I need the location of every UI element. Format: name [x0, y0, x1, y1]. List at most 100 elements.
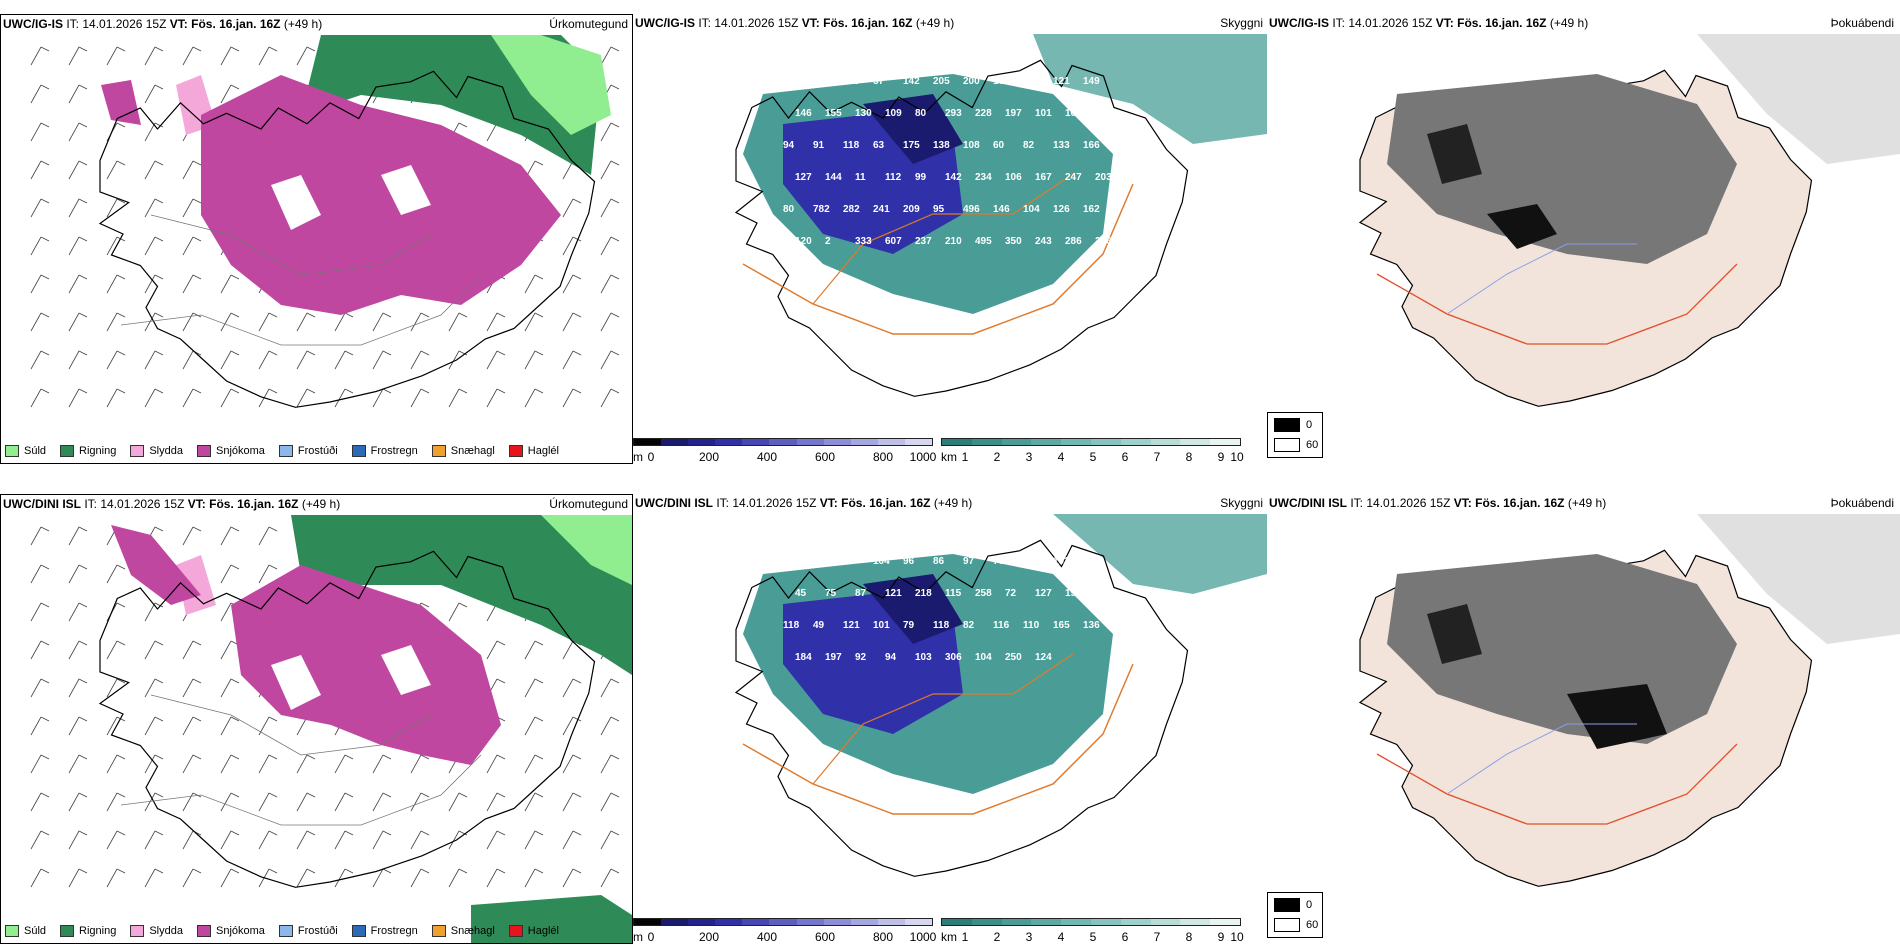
- visibility-label: 228: [975, 108, 992, 119]
- wind-barb: [372, 868, 384, 888]
- visibility-label: 108: [963, 140, 980, 151]
- visibility-label: 79: [903, 620, 915, 631]
- legend-label: Snjókoma: [215, 925, 265, 937]
- wind-barb: [372, 312, 384, 332]
- coastline: [98, 550, 596, 888]
- wind-barb: [486, 868, 498, 888]
- wind-barb-flag: [268, 754, 278, 760]
- wind-barb: [562, 640, 574, 660]
- wind-barb: [600, 388, 612, 408]
- visibility-label: 57: [873, 76, 885, 87]
- wind-barb: [182, 388, 194, 408]
- colorbar-tick: 600: [814, 450, 836, 464]
- wind-barb: [182, 526, 194, 546]
- legend-swatch: [5, 445, 19, 457]
- wind-barb-flag: [306, 46, 316, 52]
- legend-label: Snæhagl: [450, 445, 495, 457]
- fog-area-dense: [1487, 204, 1557, 249]
- wind-barb: [600, 198, 612, 218]
- wind-barb-flag: [534, 160, 544, 166]
- clear-area: [271, 175, 321, 230]
- visibility-label: 496: [963, 204, 980, 215]
- visibility-label: 133: [1053, 140, 1070, 151]
- river: [1446, 243, 1637, 315]
- wind-barb: [448, 350, 460, 370]
- colorbar-tick: 3: [1025, 450, 1033, 464]
- wind-barb: [144, 830, 156, 850]
- snow-area: [231, 565, 501, 765]
- fog-area-sea: [1697, 34, 1900, 164]
- visibility-label: 121: [1053, 76, 1070, 87]
- wind-barb: [296, 830, 308, 850]
- wind-barb-flag: [382, 312, 392, 318]
- colorbar-tick: 4: [1057, 450, 1065, 464]
- wind-barb: [144, 388, 156, 408]
- wind-barb: [562, 830, 574, 850]
- precip-type-panel-row2: UWC/DINI ISL IT: 14.01.2026 15Z VT: Fös.…: [0, 494, 633, 944]
- wind-barb-flag: [268, 350, 278, 356]
- wind-barb: [106, 198, 118, 218]
- fog-indicator-panel-row1: UWC/IG-IS IT: 14.01.2026 15Z VT: Fös. 16…: [1267, 14, 1900, 464]
- wind-barb-flag: [78, 716, 88, 722]
- wind-barb: [68, 46, 80, 66]
- visibility-label: 293: [945, 108, 962, 119]
- wind-barb: [562, 198, 574, 218]
- wind-barb: [562, 792, 574, 812]
- wind-barb-flag: [534, 312, 544, 318]
- wind-barb-flag: [268, 830, 278, 836]
- legend-swatch: [196, 925, 211, 937]
- wind-barb-flag: [230, 564, 240, 570]
- precip-map: [30, 515, 632, 943]
- legend-item-3: Snjókoma: [196, 445, 265, 457]
- visibility-label: 127: [1035, 588, 1052, 599]
- legend-label: Slydda: [149, 445, 183, 457]
- wind-barb-flag: [116, 830, 126, 836]
- visibility-label: 91: [813, 140, 825, 151]
- visibility-label: 115: [945, 588, 962, 599]
- wind-barb: [410, 792, 422, 812]
- visibility-label: 110: [1023, 620, 1040, 631]
- wind-barb: [600, 754, 612, 774]
- wind-barb: [296, 388, 308, 408]
- wind-barb: [410, 350, 422, 370]
- wind-barb-flag: [268, 312, 278, 318]
- wind-barb-flag: [154, 274, 164, 280]
- wind-barb: [220, 564, 232, 584]
- wind-barb-flag: [458, 830, 468, 836]
- wind-barb-flag: [116, 312, 126, 318]
- wind-barb-flag: [610, 274, 620, 280]
- wind-barb-flag: [40, 868, 50, 874]
- wind-barb-flag: [534, 792, 544, 798]
- wind-barb: [600, 274, 612, 294]
- wind-barb: [182, 198, 194, 218]
- wind-barb: [220, 754, 232, 774]
- wind-barb: [600, 160, 612, 180]
- panel-title: UWC/DINI ISL IT: 14.01.2026 15Z VT: Fös.…: [3, 497, 341, 511]
- visibility-label: 782: [813, 204, 830, 215]
- colorbar-tick: 800: [872, 930, 894, 944]
- fog-swatch-0: [1274, 898, 1300, 912]
- wind-barb: [258, 564, 270, 584]
- wind-barb-flag: [306, 830, 316, 836]
- visibility-label: 247: [1065, 172, 1082, 183]
- wind-barb-flag: [192, 198, 202, 204]
- visibility-label: 144: [825, 172, 842, 183]
- wind-barb-flag: [458, 868, 468, 874]
- wind-barb-flag: [534, 830, 544, 836]
- wind-barb-flag: [192, 160, 202, 166]
- fog-area-dense: [1567, 684, 1667, 749]
- wind-barb: [448, 312, 460, 332]
- wind-barb-flag: [40, 198, 50, 204]
- road: [120, 754, 482, 826]
- legend-swatch: [60, 925, 75, 937]
- visibility-label: 72: [1095, 588, 1107, 599]
- panel-type-label: Úrkomutegund: [549, 17, 628, 31]
- wind-barb: [220, 792, 232, 812]
- wind-barb: [68, 160, 80, 180]
- wind-barb: [296, 868, 308, 888]
- visibility-label: 96: [843, 556, 855, 567]
- panel-type-label: Skyggni: [1220, 496, 1263, 510]
- wind-barb-flag: [78, 350, 88, 356]
- fog-area-dense: [1427, 124, 1482, 184]
- wind-barb: [30, 236, 42, 256]
